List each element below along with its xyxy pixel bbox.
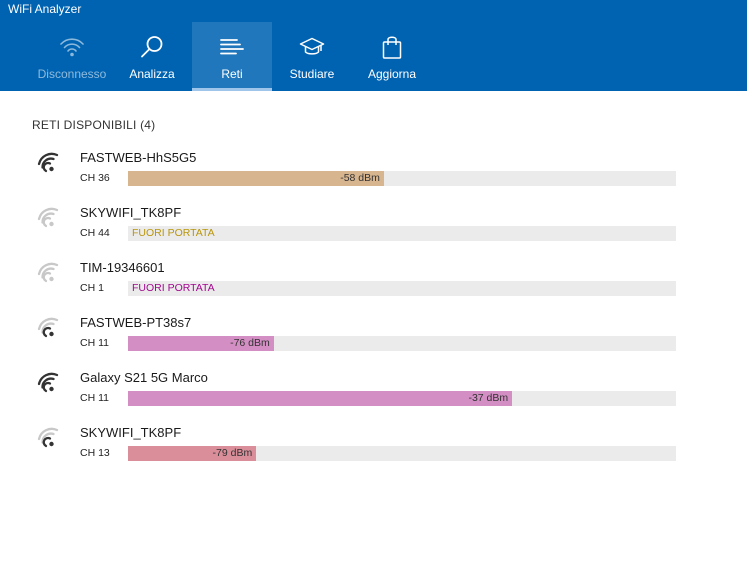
- signal-strength-label: -37 dBm: [468, 392, 509, 404]
- networks-section-title: RETI DISPONIBILI (4): [32, 118, 156, 132]
- signal-bar-track: FUORI PORTATA: [128, 226, 676, 241]
- network-channel: CH 11: [80, 337, 109, 349]
- tab-label: Analizza: [129, 67, 175, 81]
- out-of-range-label: FUORI PORTATA: [132, 227, 215, 239]
- network-list: FASTWEB-HhS5G5 CH 36 -58 dBm SKYWIFI_TK8PF C…: [0, 146, 747, 476]
- tab-label: Studiare: [289, 67, 335, 81]
- graduation-cap-icon: [299, 34, 325, 60]
- top-navigation: Disconnesso Analizza Reti Studiare Aggiorna: [32, 22, 432, 91]
- wifi-icon: [59, 34, 85, 60]
- wifi-signal-icon: [36, 152, 60, 176]
- magnifier-icon: [139, 34, 165, 60]
- tab-label: Aggiorna: [367, 67, 417, 81]
- tab-label: Disconnesso: [37, 67, 107, 81]
- signal-bar-fill: -58 dBm: [128, 171, 384, 186]
- app-title: WiFi Analyzer: [8, 2, 82, 16]
- network-channel: CH 13: [80, 447, 110, 459]
- network-ssid: Galaxy S21 5G Marco: [80, 370, 208, 385]
- tab-aggiorna[interactable]: Aggiorna: [352, 22, 432, 91]
- shopping-bag-icon: [379, 34, 405, 60]
- network-ssid: TIM-19346601: [80, 260, 165, 275]
- app-header: WiFi Analyzer Disconnesso Analizza Reti Stu…: [0, 0, 747, 91]
- signal-strength-label: -76 dBm: [230, 337, 270, 349]
- network-row[interactable]: FASTWEB-PT38s7 CH 11 -76 dBm: [0, 311, 747, 366]
- tab-label: Reti: [221, 67, 243, 81]
- signal-bar-track: -76 dBm: [128, 336, 676, 351]
- wifi-signal-icon: [36, 372, 60, 396]
- signal-bar-fill: -76 dBm: [128, 336, 274, 351]
- signal-strength-label: -79 dBm: [212, 447, 253, 459]
- out-of-range-label: FUORI PORTATA: [132, 282, 215, 294]
- network-channel: CH 1: [80, 282, 104, 294]
- wifi-signal-icon: [36, 207, 60, 231]
- network-channel: CH 44: [80, 227, 110, 239]
- network-ssid: FASTWEB-HhS5G5: [80, 150, 197, 165]
- tab-analizza[interactable]: Analizza: [112, 22, 192, 91]
- signal-bar-fill: -37 dBm: [128, 391, 513, 406]
- network-ssid: FASTWEB-PT38s7: [80, 315, 192, 330]
- network-channel: CH 11: [80, 392, 109, 404]
- signal-bar-track: -58 dBm: [128, 171, 676, 186]
- network-row[interactable]: FASTWEB-HhS5G5 CH 36 -58 dBm: [0, 146, 747, 201]
- signal-strength-label: -58 dBm: [340, 172, 380, 184]
- network-row[interactable]: Galaxy S21 5G Marco CH 11 -37 dBm: [0, 366, 747, 421]
- list-icon: [219, 34, 245, 60]
- wifi-signal-icon: [36, 262, 60, 286]
- tab-disconnesso[interactable]: Disconnesso: [32, 22, 112, 91]
- network-row[interactable]: SKYWIFI_TK8PF CH 44 FUORI PORTATA: [0, 201, 747, 256]
- network-ssid: SKYWIFI_TK8PF: [80, 425, 182, 440]
- signal-bar-fill: -79 dBm: [128, 446, 257, 461]
- network-row[interactable]: SKYWIFI_TK8PF CH 13 -79 dBm: [0, 421, 747, 476]
- tab-studiare[interactable]: Studiare: [272, 22, 352, 91]
- signal-bar-track: -79 dBm: [128, 446, 676, 461]
- network-channel: CH 36: [80, 172, 110, 184]
- network-row[interactable]: TIM-19346601 CH 1 FUORI PORTATA: [0, 256, 747, 311]
- signal-bar-track: -37 dBm: [128, 391, 676, 406]
- tab-reti[interactable]: Reti: [192, 22, 272, 91]
- network-ssid: SKYWIFI_TK8PF: [80, 205, 182, 220]
- wifi-signal-icon: [36, 427, 60, 451]
- signal-bar-track: FUORI PORTATA: [128, 281, 676, 296]
- wifi-signal-icon: [36, 317, 60, 341]
